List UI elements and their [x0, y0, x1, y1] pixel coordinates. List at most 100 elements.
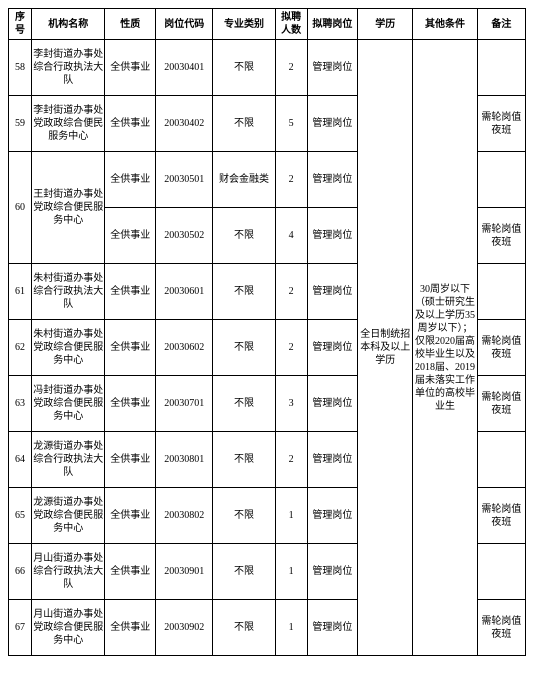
cell-org: 龙源街道办事处党政综合便民服务中心	[31, 488, 105, 544]
header-code: 岗位代码	[156, 9, 213, 40]
header-other: 其他条件	[413, 9, 477, 40]
cell-org: 李封街道办事处综合行政执法大队	[31, 40, 105, 96]
cell-num: 2	[275, 320, 307, 376]
cell-code: 20030402	[156, 96, 213, 152]
cell-num: 2	[275, 264, 307, 320]
header-org: 机构名称	[31, 9, 105, 40]
cell-code: 20030601	[156, 264, 213, 320]
cell-nature: 全供事业	[105, 320, 156, 376]
cell-major: 不限	[213, 544, 275, 600]
header-pos: 拟聘岗位	[307, 9, 358, 40]
cell-nature: 全供事业	[105, 432, 156, 488]
cell-major: 不限	[213, 96, 275, 152]
header-edu: 学历	[358, 9, 413, 40]
cell-remark: 需轮岗值夜班	[477, 600, 525, 656]
cell-org: 王封街道办事处党政综合便民服务中心	[31, 152, 105, 264]
cell-code: 20030701	[156, 376, 213, 432]
cell-code: 20030502	[156, 208, 213, 264]
cell-major: 不限	[213, 40, 275, 96]
cell-code: 20030501	[156, 152, 213, 208]
cell-major: 不限	[213, 488, 275, 544]
cell-num: 2	[275, 432, 307, 488]
header-remark: 备注	[477, 9, 525, 40]
cell-remark	[477, 40, 525, 96]
cell-major: 不限	[213, 376, 275, 432]
cell-code: 20030602	[156, 320, 213, 376]
recruitment-table: 序号 机构名称 性质 岗位代码 专业类别 拟聘人数 拟聘岗位 学历 其他条件 备…	[8, 8, 526, 656]
cell-pos: 管理岗位	[307, 320, 358, 376]
cell-pos: 管理岗位	[307, 376, 358, 432]
cell-seq: 61	[9, 264, 32, 320]
cell-major: 财会金融类	[213, 152, 275, 208]
cell-major: 不限	[213, 264, 275, 320]
cell-code: 20030802	[156, 488, 213, 544]
cell-nature: 全供事业	[105, 152, 156, 208]
cell-pos: 管理岗位	[307, 488, 358, 544]
cell-seq: 66	[9, 544, 32, 600]
cell-seq: 64	[9, 432, 32, 488]
cell-code: 20030801	[156, 432, 213, 488]
cell-num: 4	[275, 208, 307, 264]
cell-pos: 管理岗位	[307, 600, 358, 656]
cell-num: 1	[275, 488, 307, 544]
header-row: 序号 机构名称 性质 岗位代码 专业类别 拟聘人数 拟聘岗位 学历 其他条件 备…	[9, 9, 526, 40]
cell-pos: 管理岗位	[307, 544, 358, 600]
cell-nature: 全供事业	[105, 376, 156, 432]
cell-pos: 管理岗位	[307, 208, 358, 264]
table-body: 58李封街道办事处综合行政执法大队全供事业20030401不限2管理岗位全日制统…	[9, 40, 526, 656]
cell-nature: 全供事业	[105, 544, 156, 600]
cell-major: 不限	[213, 208, 275, 264]
header-num: 拟聘人数	[275, 9, 307, 40]
cell-remark	[477, 152, 525, 208]
cell-org: 月山街道办事处综合行政执法大队	[31, 544, 105, 600]
header-seq: 序号	[9, 9, 32, 40]
cell-nature: 全供事业	[105, 264, 156, 320]
cell-org: 月山街道办事处党政综合便民服务中心	[31, 600, 105, 656]
cell-pos: 管理岗位	[307, 96, 358, 152]
cell-org: 李封街道办事处党政政综合便民服务中心	[31, 96, 105, 152]
cell-nature: 全供事业	[105, 40, 156, 96]
cell-pos: 管理岗位	[307, 152, 358, 208]
cell-nature: 全供事业	[105, 600, 156, 656]
cell-seq: 60	[9, 152, 32, 264]
cell-remark: 需轮岗值夜班	[477, 96, 525, 152]
cell-num: 1	[275, 600, 307, 656]
cell-code: 20030901	[156, 544, 213, 600]
cell-remark: 需轮岗值夜班	[477, 488, 525, 544]
cell-nature: 全供事业	[105, 208, 156, 264]
cell-seq: 63	[9, 376, 32, 432]
cell-code: 20030401	[156, 40, 213, 96]
cell-seq: 58	[9, 40, 32, 96]
cell-remark	[477, 264, 525, 320]
cell-seq: 67	[9, 600, 32, 656]
header-major: 专业类别	[213, 9, 275, 40]
cell-major: 不限	[213, 600, 275, 656]
cell-num: 3	[275, 376, 307, 432]
cell-pos: 管理岗位	[307, 40, 358, 96]
cell-num: 2	[275, 40, 307, 96]
cell-remark: 需轮岗值夜班	[477, 320, 525, 376]
cell-seq: 65	[9, 488, 32, 544]
cell-org: 朱村街道办事处综合行政执法大队	[31, 264, 105, 320]
cell-num: 5	[275, 96, 307, 152]
cell-org: 冯封街道办事处党政综合便民服务中心	[31, 376, 105, 432]
cell-remark	[477, 544, 525, 600]
cell-remark: 需轮岗值夜班	[477, 376, 525, 432]
header-nature: 性质	[105, 9, 156, 40]
cell-pos: 管理岗位	[307, 432, 358, 488]
cell-org: 朱村街道办事处党政综合便民服务中心	[31, 320, 105, 376]
cell-major: 不限	[213, 320, 275, 376]
cell-code: 20030902	[156, 600, 213, 656]
cell-nature: 全供事业	[105, 488, 156, 544]
cell-seq: 59	[9, 96, 32, 152]
cell-remark	[477, 432, 525, 488]
table-row: 58李封街道办事处综合行政执法大队全供事业20030401不限2管理岗位全日制统…	[9, 40, 526, 96]
cell-remark: 需轮岗值夜班	[477, 208, 525, 264]
cell-major: 不限	[213, 432, 275, 488]
cell-num: 1	[275, 544, 307, 600]
cell-seq: 62	[9, 320, 32, 376]
cell-org: 龙源街道办事处综合行政执法大队	[31, 432, 105, 488]
cell-nature: 全供事业	[105, 96, 156, 152]
cell-pos: 管理岗位	[307, 264, 358, 320]
cell-other: 30周岁以下（硕士研究生及以上学历35周岁以下）；仅限2020届高校毕业生以及2…	[413, 40, 477, 656]
